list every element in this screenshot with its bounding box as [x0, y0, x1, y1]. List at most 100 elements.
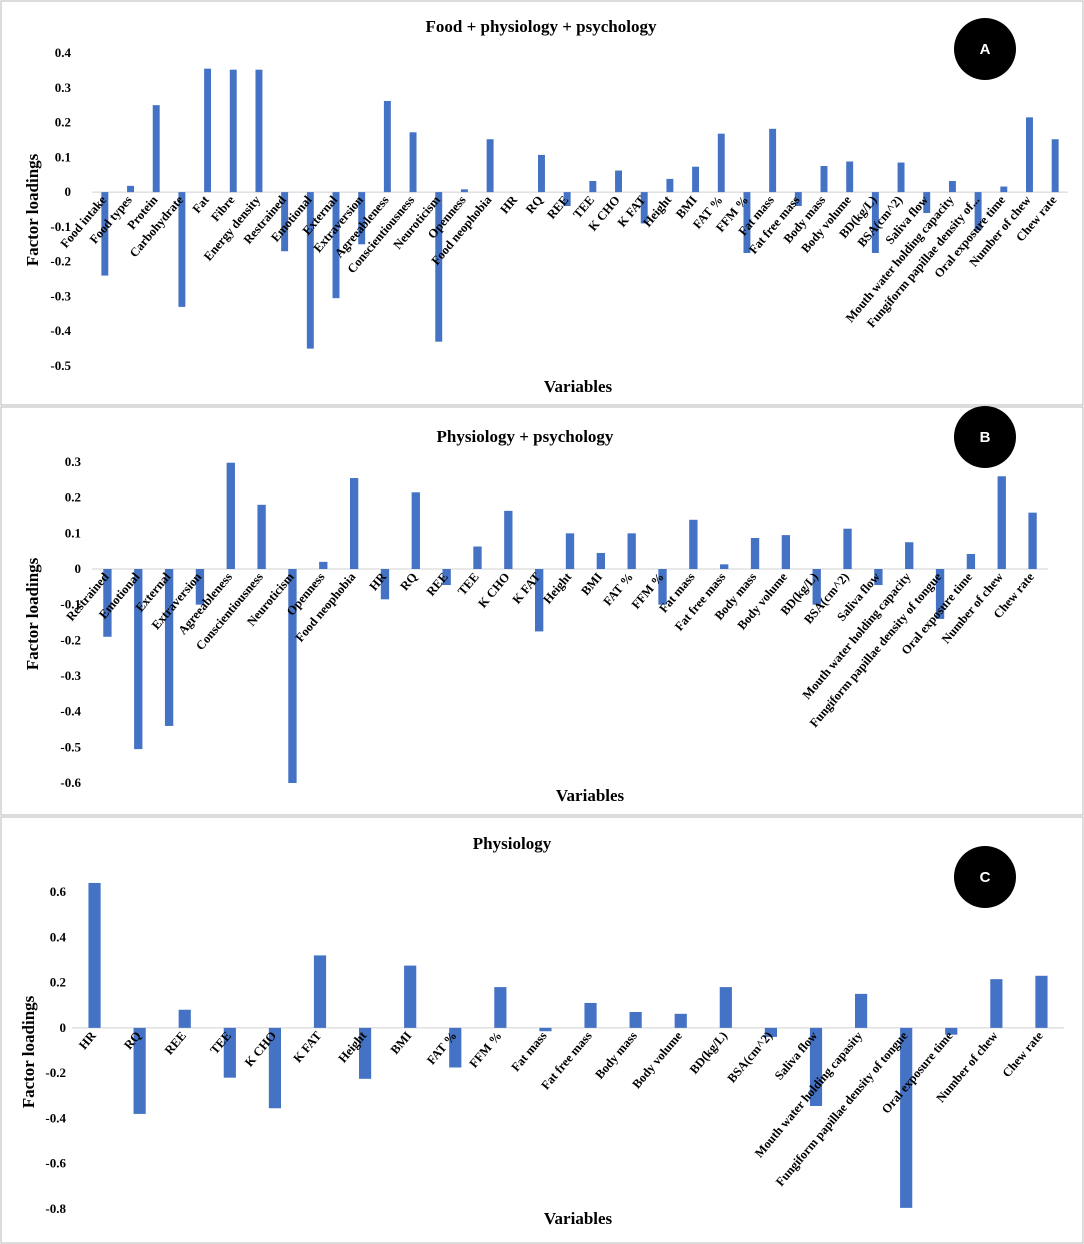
- bar: [923, 192, 931, 213]
- panel-label-text: A: [980, 41, 991, 58]
- bar: [257, 504, 266, 569]
- bar: [846, 161, 854, 193]
- y-axis-title: Factor loadings: [19, 995, 38, 1108]
- bar: [313, 955, 327, 1028]
- bar: [812, 569, 821, 605]
- chart-panel-b: Physiology + psychology B 0.3 0.2 0.1 0 -0.1 -0…: [0, 406, 1084, 816]
- bar: [288, 569, 297, 783]
- bar: [769, 128, 777, 193]
- bar: [640, 192, 648, 224]
- y-axis-title: Factor loadings: [23, 153, 42, 266]
- y-tick-label: 0: [75, 561, 82, 576]
- bar: [435, 192, 443, 342]
- y-tick-label: 0.4: [55, 45, 72, 60]
- y-tick-label: 0.2: [50, 975, 66, 990]
- bar: [584, 1002, 597, 1028]
- bar: [1026, 117, 1033, 193]
- bar: [152, 105, 160, 193]
- y-tick-label: 0.4: [50, 929, 67, 944]
- y-tick-label: -0.3: [50, 288, 71, 303]
- bar: [689, 519, 698, 569]
- bar: [871, 192, 879, 253]
- bar: [843, 528, 852, 569]
- bar: [332, 192, 340, 299]
- bar: [134, 569, 143, 750]
- bar: [905, 542, 914, 569]
- bar: [204, 68, 212, 193]
- bar: [380, 569, 390, 600]
- bar: [229, 69, 237, 193]
- y-tick-label: -0.1: [60, 597, 81, 612]
- y-tick-label: -0.1: [50, 219, 71, 234]
- bar: [948, 180, 956, 193]
- y-tick-label: 0.3: [65, 454, 82, 469]
- bar: [103, 569, 112, 637]
- bar: [473, 546, 482, 569]
- bar: [268, 1027, 281, 1109]
- y-tick-label: 0.2: [55, 115, 71, 130]
- bar: [990, 979, 1003, 1028]
- bar: [809, 1027, 823, 1106]
- bar: [1051, 139, 1059, 193]
- bar: [178, 1009, 191, 1028]
- bar: [1000, 186, 1008, 193]
- y-tick-label: -0.8: [45, 1201, 66, 1216]
- bar: [1028, 512, 1037, 569]
- bar: [658, 569, 667, 605]
- bar: [615, 170, 622, 193]
- y-tick-label: -0.4: [45, 1110, 66, 1125]
- y-tick-label: -0.4: [60, 704, 81, 719]
- bar: [997, 476, 1006, 569]
- panel-label-badge: [954, 406, 1016, 468]
- bar: [563, 192, 571, 207]
- bar: [178, 192, 186, 307]
- y-tick-label: 0.1: [55, 149, 71, 164]
- y-tick-label: -0.2: [60, 632, 81, 647]
- bar: [717, 133, 725, 193]
- bar: [383, 100, 391, 193]
- x-axis-title: Variables: [556, 786, 625, 805]
- bar: [966, 554, 976, 569]
- bar: [627, 533, 636, 569]
- bar: [88, 882, 101, 1028]
- bar: [874, 569, 883, 586]
- bar: [538, 154, 545, 193]
- panel-label-text: B: [980, 429, 991, 446]
- y-tick-label: -0.3: [60, 668, 81, 683]
- chart-title: Food + physiology + psychology: [426, 17, 657, 36]
- bar: [794, 192, 802, 207]
- y-tick-label: 0: [65, 184, 72, 199]
- bar: [935, 569, 945, 619]
- panel-label-text: C: [980, 869, 991, 886]
- bar: [223, 1027, 236, 1078]
- y-tick-label: 0.3: [55, 80, 72, 95]
- y-tick-label: -0.6: [45, 1156, 66, 1171]
- bar: [127, 185, 134, 193]
- chart-title: Physiology: [473, 834, 552, 853]
- bar: [409, 132, 417, 193]
- bar: [589, 180, 597, 193]
- bar: [404, 965, 417, 1028]
- bar: [449, 1027, 462, 1068]
- bar: [692, 166, 700, 193]
- bar: [486, 139, 494, 193]
- x-axis-title: Variables: [544, 1209, 613, 1228]
- y-tick-label: -0.5: [50, 358, 71, 373]
- bar: [358, 192, 366, 245]
- bar: [319, 561, 328, 569]
- panel-label-badge: [954, 846, 1016, 908]
- bar: [629, 1012, 642, 1028]
- bar: [781, 535, 791, 569]
- y-axis-title: Factor loadings: [23, 557, 42, 670]
- y-tick-label: -0.6: [60, 775, 81, 790]
- bar: [820, 166, 828, 193]
- bar: [1035, 975, 1048, 1028]
- y-tick-label: -0.5: [60, 739, 81, 754]
- bar: [442, 569, 451, 586]
- chart-panel-a: Food + physiology + psychology A 0.4 0.3 0.2…: [0, 0, 1084, 406]
- bar: [255, 69, 263, 193]
- panel-label-badge: [954, 18, 1016, 80]
- bar: [494, 987, 507, 1028]
